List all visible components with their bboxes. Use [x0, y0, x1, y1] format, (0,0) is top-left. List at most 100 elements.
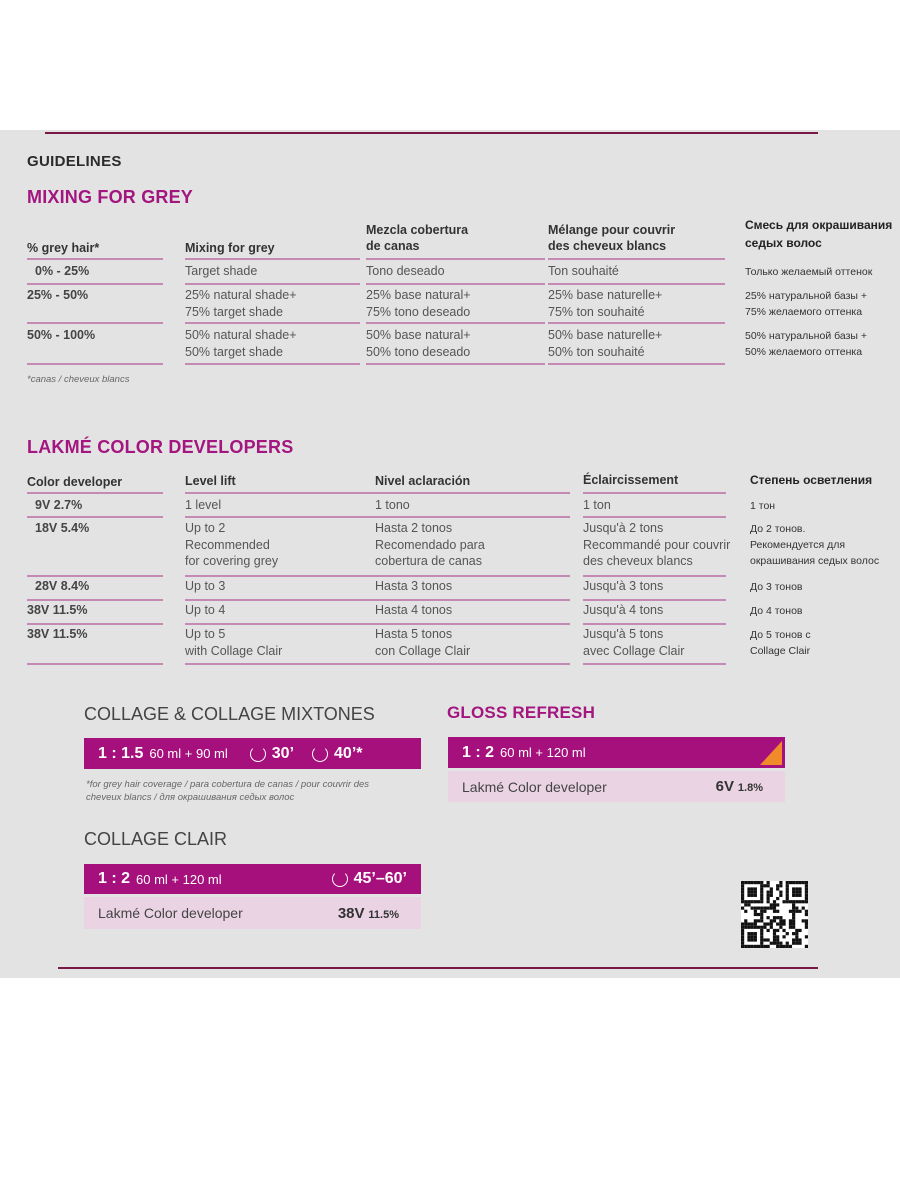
row-divider [583, 599, 726, 601]
row-divider [375, 575, 570, 577]
table-header: Смесь для окрашивания седых волос [745, 218, 893, 250]
table-cell: 25% натуральной базы + 75% желаемого отт… [745, 290, 868, 318]
row-divider [27, 363, 163, 365]
table-cell: 25% - 50% [27, 288, 89, 302]
row-divider [185, 663, 375, 665]
table-cell: Ton souhaité [548, 264, 619, 278]
qr-code [741, 881, 808, 948]
row-divider [27, 623, 163, 625]
row-divider [375, 516, 570, 518]
top-divider [45, 132, 818, 134]
collage-ratio: 1 : 1.5 [98, 744, 144, 762]
clock-icon [331, 871, 348, 887]
gloss-amount: 60 ml + 120 ml [500, 745, 586, 760]
row-divider [185, 599, 375, 601]
table-cell: 50% base naturelle+ 50% ton souhaité [548, 328, 663, 359]
row-divider [548, 322, 725, 324]
row-divider [375, 599, 570, 601]
collage-title: COLLAGE & COLLAGE MIXTONES [84, 704, 375, 724]
table-cell: 1 ton [583, 498, 611, 512]
table-cell: Hasta 5 tonos con Collage Clair [375, 627, 471, 658]
row-divider [375, 623, 570, 625]
row-divider [27, 492, 163, 494]
row-divider [27, 663, 163, 665]
table-cell: Hasta 4 tonos [375, 603, 453, 617]
bottom-divider [58, 967, 818, 969]
developers-title: LAKMÉ COLOR DEVELOPERS [27, 437, 294, 457]
collage-time: 30’ [271, 744, 295, 762]
row-divider [185, 322, 360, 324]
collage-mix-bar: 1 : 1.5 60 ml + 90 ml 30’ 40’* [84, 738, 421, 769]
row-divider [27, 599, 163, 601]
table-cell: Hasta 2 tonos Recomendado para cobertura… [375, 521, 485, 568]
row-divider [27, 322, 163, 324]
developer-label: Lakmé Color developer [98, 905, 243, 921]
table-cell: 1 tono [375, 498, 410, 512]
row-divider [185, 363, 360, 365]
row-divider [583, 492, 726, 494]
orange-triangle-icon [760, 741, 782, 765]
table-header: Nivel aclaración [375, 474, 471, 488]
table-cell: 50% base natural+ 50% tono deseado [366, 328, 471, 359]
table-cell: До 4 тонов [750, 605, 803, 617]
row-divider [583, 575, 726, 577]
table-cell: Up to 2 Recommended for covering grey [185, 521, 279, 568]
gloss-mix-bar: 1 : 2 60 ml + 120 ml [448, 737, 785, 768]
row-divider [548, 283, 725, 285]
gloss-title: GLOSS REFRESH [447, 703, 596, 722]
collage-footnote: *for grey hair coverage / para cobertura… [86, 779, 370, 803]
table-header: Степень осветления [750, 473, 873, 487]
table-cell: 18V 5.4% [35, 521, 90, 535]
developer-pct: 1.8% [737, 782, 763, 794]
row-divider [375, 492, 570, 494]
table-cell: 25% base natural+ 75% tono deseado [366, 288, 471, 319]
table-cell: 9V 2.7% [35, 498, 83, 512]
table-header: Éclaircissement [583, 473, 679, 487]
table-cell: Jusqu'à 5 tons avec Collage Clair [583, 627, 685, 658]
collage-clair-time: 45’–60’ [353, 870, 407, 887]
table-cell: 1 level [185, 498, 222, 512]
table-cell: Tono deseado [366, 264, 445, 278]
table-header: % grey hair* [27, 241, 100, 255]
collage-clair-amount: 60 ml + 120 ml [136, 871, 222, 887]
developer-value: 38V [337, 904, 365, 922]
mixing-footnote: *canas / cheveux blancs [27, 374, 130, 385]
row-divider [375, 663, 570, 665]
table-cell: 38V 11.5% [27, 627, 88, 641]
clock-icon [249, 745, 266, 762]
table-header: Mixing for grey [185, 241, 275, 255]
table-cell: 28V 8.4% [35, 579, 90, 593]
row-divider [548, 258, 725, 260]
table-header: Mélange pour couvrir des cheveux blancs [548, 223, 676, 253]
table-cell: 50% - 100% [27, 328, 96, 342]
table-cell: Jusqu'à 3 tons [583, 579, 664, 593]
table-cell: 38V 11.5% [27, 603, 88, 617]
row-divider [27, 283, 163, 285]
row-divider [366, 283, 545, 285]
table-cell: 25% natural shade+ 75% target shade [185, 288, 297, 319]
clock-icon [312, 745, 329, 762]
developer-value: 6V [715, 778, 735, 795]
collage-time-grey: 40’* [334, 744, 363, 762]
table-cell: Hasta 3 tonos [375, 579, 453, 593]
collage-clair-mix-bar: 1 : 2 60 ml + 120 ml 45’–60’ [84, 864, 421, 894]
table-cell: До 2 тонов. Рекомендуется для окрашивани… [750, 523, 880, 567]
table-header: Color developer [27, 475, 123, 489]
developer-label: Lakmé Color developer [462, 778, 607, 795]
table-cell: 0% - 25% [35, 264, 90, 278]
row-divider [185, 623, 375, 625]
table-cell: Up to 4 [185, 603, 226, 617]
row-divider [185, 575, 375, 577]
table-cell: 1 тон [750, 500, 776, 512]
mixing-title: MIXING FOR GREY [27, 187, 194, 207]
row-divider [185, 492, 375, 494]
guidelines-title: GUIDELINES [27, 153, 122, 170]
table-cell: 50% натуральной базы + 50% желаемого отт… [745, 330, 868, 358]
table-header: Mezcla cobertura de canas [366, 223, 469, 253]
developer-pct: 11.5% [368, 908, 399, 921]
gloss-developer-row: Lakmé Color developer 6V 1.8% [448, 771, 785, 802]
table-cell: До 3 тонов [750, 581, 803, 593]
table-cell: 25% base naturelle+ 75% ton souhaité [548, 288, 663, 319]
table-cell: До 5 тонов с Collage Clair [750, 629, 811, 657]
